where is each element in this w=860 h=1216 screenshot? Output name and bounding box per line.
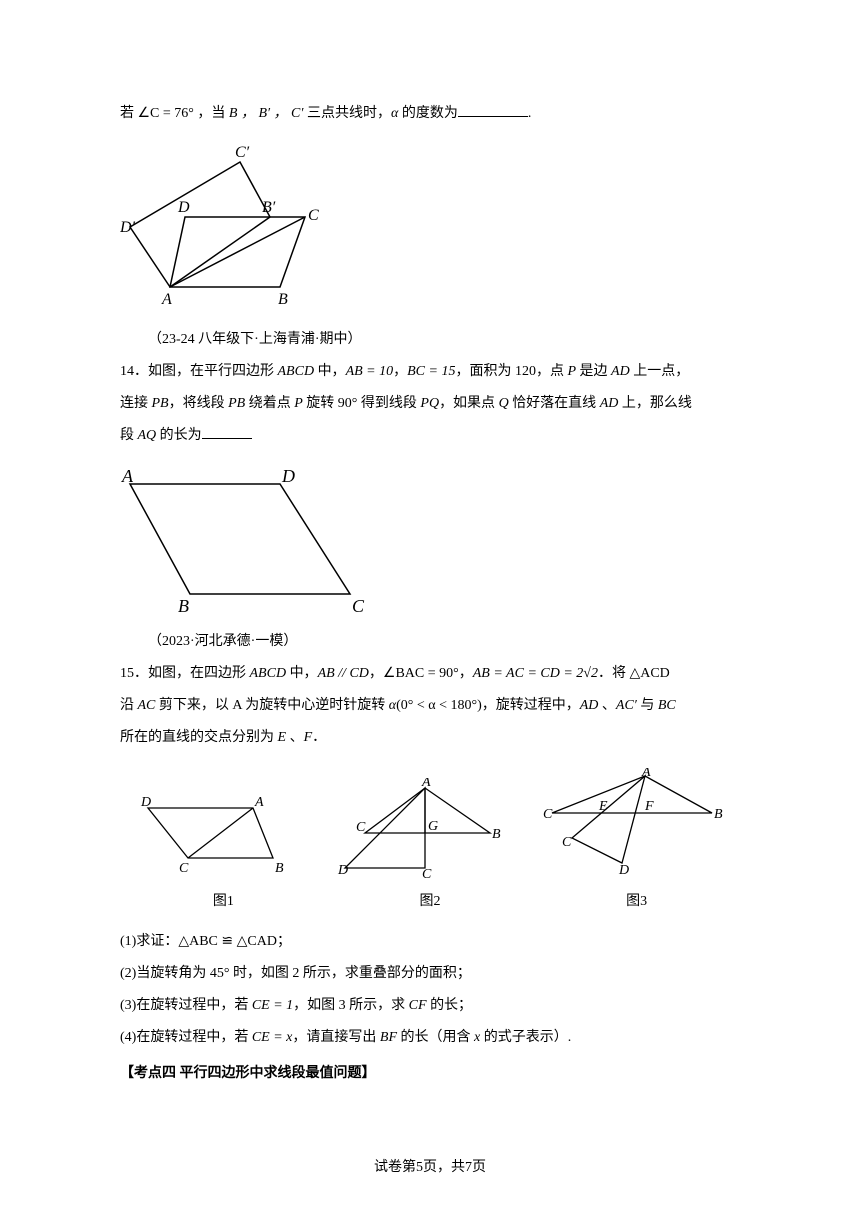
svg-text:G: G — [428, 819, 438, 834]
page-footer: 试卷第5页，共7页 — [0, 1156, 860, 1176]
source-q15: （2023·河北承德·一模） — [120, 628, 740, 656]
answer-blank — [202, 425, 252, 439]
svg-text:B′: B′ — [262, 199, 276, 216]
svg-text:A: A — [421, 778, 431, 790]
svg-text:B: B — [492, 827, 501, 842]
svg-text:B: B — [178, 596, 189, 614]
figure-captions: 图1 图2 图3 — [120, 888, 740, 916]
svg-text:C: C — [422, 867, 432, 878]
q15-line3: 所在的直线的交点分别为 E 、F． — [120, 724, 740, 752]
svg-text:B: B — [278, 291, 288, 308]
answer-blank — [458, 103, 528, 117]
subq-2: (2)当旋转角为 45° 时，如图 2 所示，求重叠部分的面积； — [120, 960, 740, 988]
q14-line1: 14．如图，在平行四边形 ABCD 中，AB = 10，BC = 15，面积为 … — [120, 358, 740, 386]
svg-text:C: C — [308, 207, 319, 224]
svg-text:C: C — [562, 835, 572, 850]
svg-text:D: D — [337, 863, 348, 878]
svg-text:C: C — [352, 596, 365, 614]
section-heading: 【考点四 平行四边形中求线段最值问题】 — [120, 1060, 740, 1088]
source-q14: （23-24 八年级下·上海青浦·期中） — [120, 326, 740, 354]
figure-3: A C E F B C D — [537, 768, 727, 878]
subq-1: (1)求证：△ABC ≌ △CAD； — [120, 928, 740, 956]
q15-line1: 15．如图，在四边形 ABCD 中，AB // CD，∠BAC = 90°，AB… — [120, 660, 740, 688]
svg-text:D: D — [281, 466, 295, 486]
svg-text:A: A — [641, 768, 651, 780]
svg-text:F: F — [644, 799, 654, 814]
continuation-line: 若 ∠C = 76° ，当 B ， B′ ， C′ 三点共线时，α 的度数为. — [120, 100, 740, 128]
svg-text:C: C — [356, 820, 366, 835]
svg-text:D: D — [177, 199, 190, 216]
svg-text:B: B — [714, 807, 723, 822]
figure-q13: C′ D′ D B′ C A B — [120, 142, 740, 312]
svg-text:A: A — [161, 291, 172, 308]
svg-text:A: A — [121, 466, 134, 486]
svg-text:D: D — [140, 795, 151, 810]
svg-text:C′: C′ — [235, 144, 250, 161]
q14-line3: 段 AQ 的长为 — [120, 422, 740, 450]
figure-1: D A C B — [133, 778, 303, 878]
svg-text:C: C — [543, 807, 553, 822]
q15-line2: 沿 AC 剪下来，以 A 为旋转中心逆时针旋转 α(0° < α < 180°)… — [120, 692, 740, 720]
subq-4: (4)在旋转过程中，若 CE = x，请直接写出 BF 的长（用含 x 的式子表… — [120, 1024, 740, 1052]
svg-text:D: D — [618, 863, 629, 878]
svg-text:A: A — [254, 795, 264, 810]
figure-row-q15: D A C B A C G B D C — [120, 768, 740, 878]
q14-line2: 连接 PB，将线段 PB 绕着点 P 旋转 90° 得到线段 PQ，如果点 Q … — [120, 390, 740, 418]
subq-3: (3)在旋转过程中，若 CE = 1，如图 3 所示，求 CF 的长； — [120, 992, 740, 1020]
figure-q14: A D B C — [120, 464, 740, 614]
svg-text:E: E — [598, 799, 608, 814]
svg-text:B: B — [275, 861, 284, 876]
svg-text:C: C — [179, 861, 189, 876]
figure-2: A C G B D C — [330, 778, 510, 878]
svg-text:D′: D′ — [120, 219, 136, 236]
